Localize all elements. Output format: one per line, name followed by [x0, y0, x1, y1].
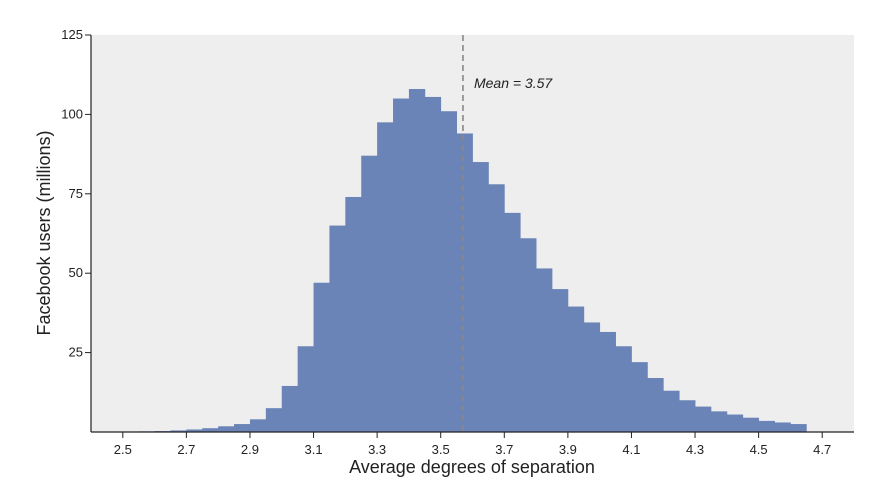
x-tick-label: 4.1 [622, 442, 640, 457]
y-axis-ticks: 25 50 75 100 125 [61, 27, 91, 360]
histogram-bar [361, 155, 378, 432]
histogram-bar [679, 400, 696, 432]
histogram-bar [202, 428, 219, 432]
histogram-bar [170, 430, 187, 432]
y-tick-label: 75 [69, 186, 83, 201]
histogram-bar [249, 419, 267, 432]
histogram-bar [663, 390, 680, 432]
mean-annotation: Mean = 3.57 [474, 75, 553, 91]
histogram-bar [790, 424, 807, 432]
y-tick-label: 100 [61, 106, 83, 121]
histogram-bar [408, 88, 426, 433]
x-axis-ticks: 2.5 2.7 2.9 3.1 3.3 3.5 3.7 3.9 4.1 4.3 4.5 4.7 [114, 432, 831, 457]
histogram-bar [536, 268, 553, 432]
x-tick-label: 4.3 [686, 442, 704, 457]
y-tick-label: 125 [61, 27, 83, 42]
histogram-bar [329, 225, 346, 432]
y-axis-title: Facebook users (millions) [34, 130, 54, 335]
x-tick-label: 3.5 [432, 442, 450, 457]
x-tick-label: 2.5 [114, 442, 132, 457]
histogram-bar [551, 289, 569, 432]
x-tick-label: 3.9 [559, 442, 577, 457]
histogram-bar [218, 426, 235, 432]
x-tick-label: 4.7 [813, 442, 831, 457]
histogram-bar [313, 282, 330, 432]
x-tick-label: 2.7 [177, 442, 195, 457]
histogram-bar [583, 322, 601, 432]
histogram-bar [297, 346, 314, 432]
histogram-bar [281, 385, 299, 432]
histogram-bar [456, 133, 473, 432]
x-tick-label: 3.7 [495, 442, 513, 457]
histogram-bar [647, 378, 664, 432]
y-tick-label: 50 [69, 265, 83, 280]
histogram-bar [345, 196, 362, 432]
x-axis-title: Average degrees of separation [349, 457, 595, 477]
histogram-bar [520, 238, 537, 432]
histogram-bar [265, 408, 283, 432]
histogram-bar [377, 122, 394, 432]
histogram-bar [774, 422, 791, 432]
histogram-bar [615, 346, 632, 432]
histogram-bar [393, 98, 410, 433]
x-tick-label: 3.3 [368, 442, 386, 457]
histogram-bar [710, 411, 728, 432]
histogram-bar [488, 184, 505, 432]
x-tick-label: 4.5 [750, 442, 768, 457]
histogram-bar [472, 162, 489, 433]
histogram-bar [234, 424, 251, 432]
histogram-bar [631, 362, 648, 432]
histogram-bar [440, 111, 458, 432]
x-tick-label: 2.9 [241, 442, 259, 457]
histogram-bar [567, 306, 585, 432]
x-tick-label: 3.1 [305, 442, 323, 457]
histogram-bar [504, 212, 521, 432]
histogram-bar [695, 406, 712, 432]
y-tick-label: 25 [69, 345, 83, 360]
histogram-bar [758, 420, 775, 432]
histogram-bar [726, 414, 744, 432]
histogram-bar [599, 331, 616, 432]
histogram-bars [122, 88, 807, 433]
histogram-bar [742, 417, 760, 432]
histogram-bar [424, 96, 442, 433]
histogram-bar [186, 429, 203, 432]
